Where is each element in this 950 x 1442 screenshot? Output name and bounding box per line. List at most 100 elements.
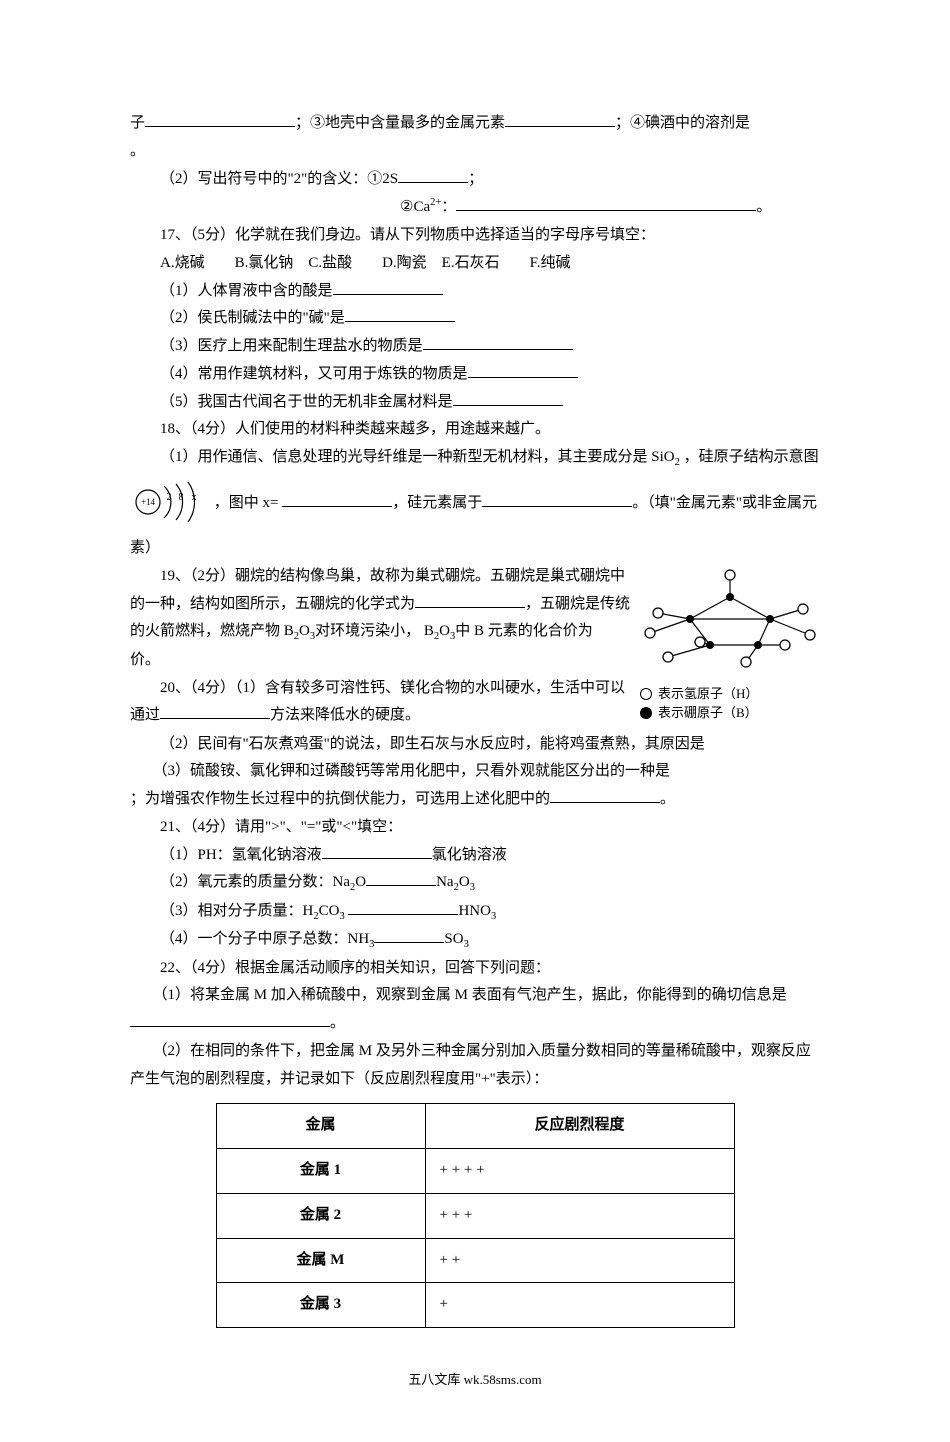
q16-tail: 子 ；③地壳中含量最多的金属元素 ；④碘酒中的溶剂是 (130, 110, 820, 138)
blank[interactable] (415, 592, 525, 607)
txt: （1）将某金属 M 加入稀硫酸中，观察到金属 M 表面有气泡产生，据此，你能得到… (160, 987, 787, 1003)
cell-metal: 金属 1 (216, 1149, 425, 1194)
txt: （1）用作通信、信息处理的光导纤维是一种新型无机材料，其主要成分是 SiO (160, 449, 675, 465)
blank[interactable] (366, 871, 436, 886)
txt: 。 (330, 1015, 345, 1031)
txt: HNO (458, 903, 491, 919)
cell-metal: 金属 3 (216, 1283, 425, 1328)
table-row: 金属 3+ (216, 1283, 734, 1328)
blank[interactable] (333, 279, 443, 294)
blank[interactable] (423, 335, 573, 350)
q19-block: 表示氢原子（H） 表示硼原子（B） 19、（2分）硼烷的结构像鸟巢，故称为巢式硼… (130, 563, 820, 731)
txt: （2）在相同的条件下，把金属 M 及另外三种金属分别加入质量分数相同的等量稀硫酸… (130, 1043, 811, 1087)
txt: （4）常用作建筑材料，又可用于炼铁的物质是 (160, 366, 468, 382)
sub: 2 (434, 631, 439, 642)
txt: ②Ca (400, 199, 430, 215)
txt: ；④碘酒中的溶剂是 (615, 115, 750, 131)
blank[interactable] (453, 390, 563, 405)
q18-1: （1）用作通信、信息处理的光导纤维是一种新型无机材料，其主要成分是 SiO 2 ，… (130, 444, 820, 563)
cell-metal: 金属 2 (216, 1193, 425, 1238)
q17-5: （5）我国古代闻名于世的无机非金属材料是 (130, 389, 820, 417)
table-row: 金属 2+ + + (216, 1193, 734, 1238)
shell2: 8 (179, 492, 184, 503)
txt: （3）相对分子质量：H (160, 903, 313, 919)
q22-1: （1）将某金属 M 加入稀硫酸中，观察到金属 M 表面有气泡产生，据此，你能得到… (130, 982, 820, 1038)
legend-h: 表示氢原子（H） (640, 685, 820, 704)
blank[interactable] (282, 492, 392, 507)
legend-b-text: 表示硼原子（B） (658, 704, 758, 723)
blank[interactable] (322, 843, 432, 858)
txt: （4）一个分子中原子总数：NH (160, 931, 369, 947)
txt: O (355, 874, 366, 890)
q21-1: （1）PH：氢氧化钠溶液 氯化钠溶液 (130, 842, 820, 870)
txt: （2）侯氏制碱法中的"碱"是 (160, 310, 345, 326)
txt: Na (436, 874, 454, 890)
sub: 2 (294, 631, 299, 642)
borane-figure: 表示氢原子（H） 表示硼原子（B） (640, 567, 820, 723)
shell3: x (192, 492, 197, 503)
nucleus-label: +14 (141, 497, 156, 507)
atom-diagram: +14 2 8 x (130, 472, 210, 535)
sup: 2+ (430, 197, 441, 208)
table-head-row: 金属 反应剧烈程度 (216, 1104, 734, 1149)
q20-2: （2）民间有"石灰煮鸡蛋"的说法，即生石灰与水反应时，能将鸡蛋煮熟，其原因是 (130, 731, 820, 759)
txt: （2）氧元素的质量分数：Na (160, 874, 350, 890)
txt: 子 (130, 115, 145, 131)
q21-intro: 21、（4分）请用">"、"="或"<"填空： (130, 814, 820, 842)
blank[interactable] (505, 112, 615, 127)
txt: ；③地壳中含量最多的金属元素 (295, 115, 505, 131)
txt: 方法来降低水的硬度。 (270, 707, 420, 723)
sub: 3 (339, 911, 344, 922)
q17-3: （3）医疗上用来配制生理盐水的物质是 (130, 333, 820, 361)
q21-2: （2）氧元素的质量分数：Na2ONa2O3 (130, 869, 820, 897)
blank[interactable] (160, 704, 270, 719)
txt: 。 (660, 791, 675, 807)
txt: 。 (756, 199, 771, 215)
sub: 3 (470, 882, 475, 893)
blank[interactable] (130, 1012, 330, 1027)
cell-metal: 金属 M (216, 1238, 425, 1283)
cell-degree: + + + + (425, 1149, 734, 1194)
blank[interactable] (145, 112, 295, 127)
blank[interactable] (374, 928, 444, 943)
q18-intro: 18、（4分）人们使用的材料种类越来越多，用途越来越广。 (130, 416, 820, 444)
q17-intro: 17、（5分）化学就在我们身边。请从下列物质中选择适当的字母序号填空： (130, 222, 820, 250)
txt: （5）我国古代闻名于世的无机非金属材料是 (160, 394, 453, 410)
txt: 氯化钠溶液 (432, 847, 507, 863)
blank[interactable] (348, 900, 458, 915)
page-footer: 五八文库 wk.58sms.com (130, 1368, 820, 1392)
borane-svg (640, 567, 820, 677)
txt: CO (319, 903, 340, 919)
txt: 中 B 元素的化合价为 (455, 623, 593, 639)
q22-intro: 22、（4分）根据金属活动顺序的相关知识，回答下列问题： (130, 955, 820, 983)
blank[interactable] (456, 196, 756, 211)
legend-h-text: 表示氢原子（H） (658, 685, 758, 704)
txt: （3）医疗上用来配制生理盐水的物质是 (160, 338, 423, 354)
txt: ，硅原子结构示意图 (680, 449, 819, 465)
table-row: 金属 M+ + (216, 1238, 734, 1283)
txt: ： (441, 199, 456, 215)
q17-1: （1）人体胃液中含的酸是 (130, 278, 820, 306)
blank[interactable] (482, 492, 632, 507)
blank[interactable] (398, 167, 468, 182)
blank[interactable] (550, 788, 660, 803)
sub: 3 (491, 911, 496, 922)
txt: O (459, 874, 470, 890)
txt: （3）硫酸铵、氯化钾和过磷酸钙等常用化肥中，只看外观就能区分出的一种是 (160, 763, 670, 779)
q16-2: （2）写出符号中的"2"的含义：①2S ； (130, 166, 820, 194)
txt: 对环境污染小， B (315, 623, 434, 639)
blank[interactable] (468, 363, 578, 378)
txt: （1）PH：氢氧化钠溶液 (160, 847, 322, 863)
txt: （1）人体胃液中含的酸是 (160, 283, 333, 299)
txt: ； (468, 171, 483, 187)
txt: SO (444, 931, 463, 947)
q17-4: （4）常用作建筑材料，又可用于炼铁的物质是 (130, 361, 820, 389)
blank[interactable] (345, 307, 455, 322)
q21-4: （4）一个分子中原子总数：NH3SO3 (130, 926, 820, 954)
q17-options: A.烧碱 B.氯化钠 C.盐酸 D.陶瓷 E.石灰石 F.纯碱 (130, 250, 820, 278)
shell1: 2 (167, 492, 172, 503)
q20-3: （3）硫酸铵、氯化钾和过磷酸钙等常用化肥中，只看外观就能区分出的一种是 ；为增强… (130, 758, 820, 814)
legend-b: 表示硼原子（B） (640, 704, 820, 723)
txt: （2）写出符号中的"2"的含义：①2S (160, 171, 398, 187)
txt: ，图中 x= (214, 495, 282, 511)
